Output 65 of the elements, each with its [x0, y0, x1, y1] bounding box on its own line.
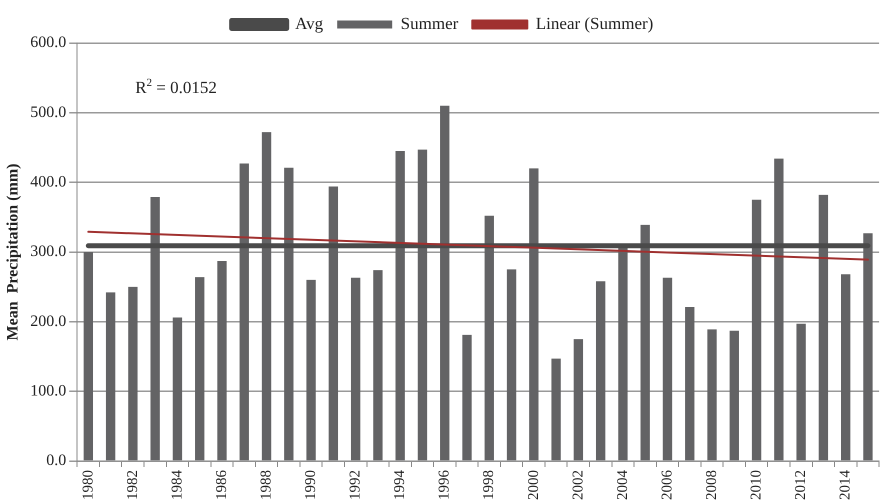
x-tick-label: 1980	[80, 470, 96, 500]
bar	[128, 286, 138, 460]
x-tick-label: 2014	[838, 470, 854, 500]
bar	[84, 252, 94, 460]
legend-label: Summer	[400, 14, 459, 33]
bar	[195, 277, 204, 460]
bar	[796, 324, 806, 460]
bar	[418, 150, 428, 460]
x-tick-label: 2004	[614, 470, 631, 500]
x-tick-label: 1996	[436, 470, 453, 500]
bar	[106, 292, 116, 460]
bar	[328, 186, 338, 460]
bar	[484, 216, 494, 460]
bar	[350, 278, 360, 460]
bar	[506, 269, 516, 460]
y-tick-label: 300.0	[30, 243, 66, 260]
bar	[217, 261, 227, 460]
bar	[262, 132, 272, 460]
bar	[730, 330, 739, 460]
bar	[551, 358, 561, 460]
x-tick-label: 2012	[793, 470, 810, 500]
bar	[150, 196, 160, 460]
x-tick-label: 1982	[124, 470, 141, 500]
x-tick-label: 2002	[570, 470, 586, 500]
x-tick-label: 2000	[526, 470, 542, 500]
bar	[396, 150, 405, 460]
bar	[618, 248, 628, 460]
bar	[752, 200, 762, 460]
bar	[818, 194, 828, 460]
bar	[840, 274, 850, 460]
y-tick-label: 600.0	[30, 34, 66, 52]
x-tick-label: 1998	[481, 470, 498, 500]
bar	[574, 339, 584, 460]
y-tick-label: 400.0	[30, 174, 66, 191]
bar	[774, 158, 784, 460]
x-tick-label: 1992	[348, 470, 364, 500]
bar	[685, 307, 694, 460]
bar	[462, 334, 472, 460]
x-tick-label: 2008	[704, 470, 720, 500]
bar	[640, 224, 650, 460]
bar	[529, 168, 539, 460]
bar	[662, 278, 672, 460]
y-tick-label: 0.0	[46, 452, 66, 470]
x-tick-label: 1994	[392, 470, 408, 500]
y-tick-label: 200.0	[30, 312, 66, 330]
legend-label: Avg	[295, 14, 324, 33]
y-axis-title: Mean Precipitation (mm)	[4, 164, 22, 340]
x-tick-label: 1986	[214, 470, 230, 500]
bar	[596, 281, 606, 460]
bar	[373, 270, 383, 460]
bar	[172, 317, 182, 460]
bar	[707, 329, 717, 460]
legend-label: Linear (Summer)	[536, 14, 654, 33]
y-tick-label: 500.0	[30, 104, 66, 121]
x-tick-label: 2010	[748, 470, 765, 500]
bar	[240, 164, 249, 460]
x-tick-label: 2006	[659, 470, 676, 500]
bar	[284, 168, 294, 460]
x-tick-label: 1990	[303, 470, 320, 500]
bar	[306, 280, 316, 460]
x-tick-label: 1984	[169, 470, 186, 500]
bar	[863, 233, 873, 460]
x-tick-label: 1988	[258, 470, 274, 500]
y-tick-label: 100.0	[30, 382, 66, 400]
bar	[440, 106, 450, 460]
